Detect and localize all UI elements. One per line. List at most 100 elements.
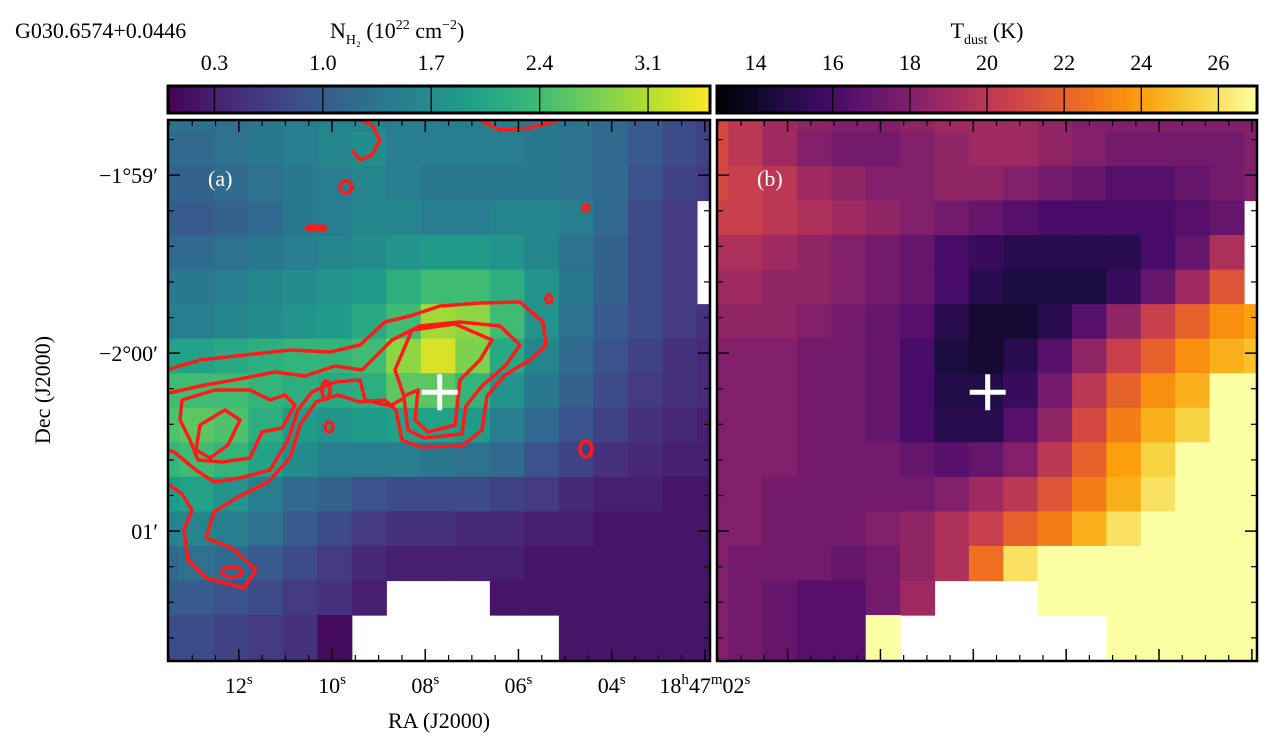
pixel — [865, 165, 901, 202]
pixel — [420, 511, 456, 547]
pixel — [762, 165, 798, 202]
pixel — [351, 511, 387, 547]
pixel — [900, 545, 936, 582]
pixel — [696, 649, 710, 661]
colorbar-label: NH₂ (1022 cm−2) — [330, 18, 464, 48]
pixel — [558, 442, 594, 478]
pixel — [593, 407, 629, 443]
pixel — [627, 649, 664, 661]
pixel — [1106, 304, 1142, 340]
pixel — [1140, 511, 1176, 547]
pixel — [248, 120, 284, 133]
pixel — [489, 269, 525, 305]
pixel — [593, 338, 629, 374]
pixel — [179, 120, 215, 133]
pixel — [696, 476, 710, 513]
pixel — [168, 269, 180, 305]
pixel — [796, 304, 832, 340]
pixel — [796, 200, 832, 236]
pixel — [179, 545, 215, 582]
pixel — [865, 407, 901, 443]
pixel — [627, 476, 664, 513]
pixel — [796, 373, 832, 409]
pixel — [1209, 131, 1245, 167]
pixel — [489, 373, 525, 409]
pixel — [762, 442, 798, 478]
pixel — [696, 511, 710, 547]
pixel — [420, 120, 456, 133]
pixel — [717, 338, 729, 374]
pixel — [317, 269, 353, 305]
pixel — [558, 511, 594, 547]
pixel — [213, 511, 249, 547]
pixel — [1072, 338, 1108, 374]
pixel — [662, 373, 698, 409]
pixel — [593, 165, 629, 202]
pixel — [796, 442, 832, 478]
pixel — [558, 373, 594, 409]
pixel — [968, 338, 1004, 374]
pixel — [386, 442, 422, 478]
pixel — [168, 580, 180, 616]
pixel — [1209, 235, 1245, 271]
pixel — [420, 200, 456, 236]
pixel — [455, 200, 491, 236]
pixel — [1243, 131, 1257, 167]
colorbar-label: Tdust (K) — [951, 18, 1024, 48]
pixel — [179, 580, 215, 616]
pixel — [696, 304, 710, 340]
pixel — [317, 511, 353, 547]
pixel — [282, 165, 318, 202]
pixel — [558, 304, 594, 340]
pixel — [934, 407, 970, 443]
pixel — [968, 304, 1004, 340]
pixel — [900, 407, 936, 443]
x-tick-label-part: m — [711, 672, 723, 688]
pixel — [179, 476, 215, 513]
pixel — [1037, 545, 1073, 582]
pixel — [831, 269, 867, 305]
pixel — [420, 545, 456, 582]
colorbar-tick-label: 18 — [899, 50, 921, 75]
x-tick-label-part: 18 — [659, 673, 681, 698]
contour — [338, 179, 354, 195]
pixel — [420, 338, 456, 374]
pixel — [213, 649, 249, 661]
pixel — [1175, 545, 1211, 582]
pixel — [717, 615, 729, 651]
pixel — [865, 476, 901, 513]
pixel — [1037, 235, 1073, 271]
pixel — [248, 511, 284, 547]
pixel — [717, 131, 729, 167]
pixel — [1209, 373, 1245, 409]
pixel — [1003, 511, 1039, 547]
pixel — [1003, 120, 1039, 133]
pixel — [1209, 165, 1245, 202]
pixel — [831, 200, 867, 236]
pixel — [728, 476, 764, 513]
pixel — [968, 131, 1004, 167]
colorbar-label-part: ) — [457, 18, 464, 43]
pixel — [179, 615, 215, 651]
pixel — [900, 200, 936, 236]
pixel — [558, 580, 594, 616]
pixel — [865, 545, 901, 582]
pixel — [728, 120, 764, 133]
pixel — [696, 120, 710, 133]
pixel — [248, 131, 284, 167]
colorbar-label-part: 22 — [396, 18, 410, 33]
pixel — [317, 615, 353, 651]
pixel — [1037, 120, 1073, 133]
pixel — [248, 615, 284, 651]
colorbar-tick-label: 26 — [1207, 50, 1229, 75]
pixel — [1106, 373, 1142, 409]
pixel — [593, 200, 629, 236]
pixel — [317, 649, 353, 661]
pixel — [558, 131, 594, 167]
pixel — [865, 511, 901, 547]
pixel — [489, 131, 525, 167]
colorbar-tick-label: 24 — [1130, 50, 1152, 75]
pixel — [1140, 545, 1176, 582]
pixel — [796, 131, 832, 167]
pixel — [662, 338, 698, 374]
